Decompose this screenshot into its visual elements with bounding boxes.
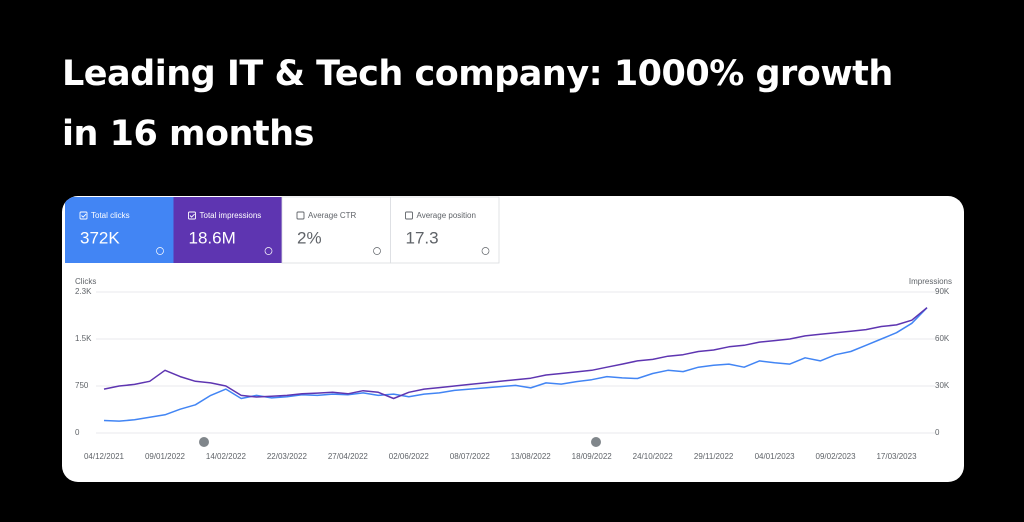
metric-label: Average CTR: [308, 211, 357, 220]
x-tick-label: 09/01/2022: [145, 452, 186, 461]
y2-tick-label: 0: [935, 428, 940, 437]
checkbox: [296, 211, 305, 220]
metric-card: [173, 197, 282, 263]
y-axis-title: Clicks: [75, 277, 96, 286]
x-tick-label: 04/01/2023: [755, 452, 796, 461]
y-tick-label: 0: [75, 428, 80, 437]
series-line: [103, 307, 928, 400]
y2-axis-title: Impressions: [909, 277, 952, 286]
checkbox: [405, 211, 413, 220]
y2-tick-label: 30K: [935, 381, 950, 390]
page-title: Leading IT & Tech company: 1000% growth …: [62, 54, 893, 154]
y-tick-label: 2.3K: [75, 287, 92, 296]
x-tick-label: 04/12/2021: [84, 452, 125, 461]
help-icon: [156, 247, 164, 255]
checkbox: [188, 211, 196, 220]
metric-value: 18.6M: [189, 228, 236, 247]
x-tick-label: 02/06/2022: [389, 452, 430, 461]
x-tick-label: 27/04/2022: [328, 452, 369, 461]
y2-tick-label: 90K: [935, 287, 950, 296]
x-tick-label: 17/03/2023: [876, 452, 917, 461]
metric-label: Average position: [417, 211, 476, 220]
metric-card: [281, 196, 391, 264]
help-icon: [373, 247, 381, 255]
x-tick-label: 14/02/2022: [206, 452, 247, 461]
metric-label: Total impressions: [200, 211, 262, 220]
metric-label: Total clicks: [91, 211, 130, 220]
metric-value: 17.3: [406, 228, 439, 247]
y-tick-label: 1.5K: [75, 334, 92, 343]
annotation-marker: [199, 437, 209, 447]
report-panel: Total clicks 372K Total impressions 18.6M Av…: [62, 196, 964, 482]
y-tick-label: 750: [75, 381, 89, 390]
x-tick-label: 09/02/2023: [816, 452, 857, 461]
x-tick-label: 08/07/2022: [450, 452, 491, 461]
series-line: [103, 307, 928, 422]
annotation-marker: [591, 437, 601, 447]
x-tick-label: 22/03/2022: [267, 452, 308, 461]
x-tick-label: 24/10/2022: [633, 452, 674, 461]
y2-tick-label: 60K: [935, 334, 950, 343]
help-icon: [264, 247, 273, 255]
x-tick-label: 13/08/2022: [511, 452, 552, 461]
x-tick-label: 18/09/2022: [572, 452, 613, 461]
check-mark: [189, 213, 195, 218]
check-mark: [81, 213, 87, 218]
checkbox: [79, 211, 88, 220]
help-icon: [481, 247, 490, 255]
metric-value: 2%: [297, 228, 322, 247]
metric-value: 372K: [80, 228, 120, 247]
chart: Total clicks 372K Total impressions 18.6M Av…: [65, 196, 952, 461]
x-tick-label: 29/11/2022: [694, 452, 734, 461]
metric-card: [65, 197, 174, 263]
metric-card: [390, 196, 500, 264]
